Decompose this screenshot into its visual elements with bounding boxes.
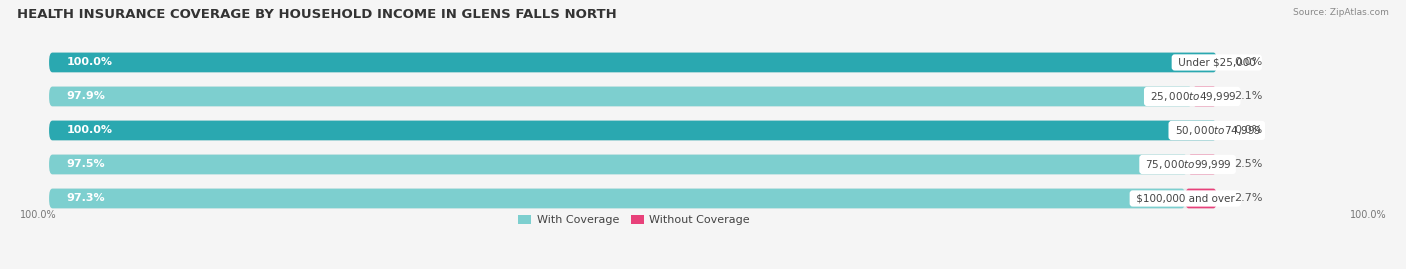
Text: 100.0%: 100.0% — [1350, 210, 1386, 220]
FancyBboxPatch shape — [49, 121, 1216, 140]
Text: Under $25,000: Under $25,000 — [1175, 58, 1258, 68]
Text: $50,000 to $74,999: $50,000 to $74,999 — [1171, 124, 1263, 137]
FancyBboxPatch shape — [1185, 189, 1216, 208]
Text: 100.0%: 100.0% — [20, 210, 56, 220]
Text: 97.5%: 97.5% — [66, 160, 105, 169]
Text: Source: ZipAtlas.com: Source: ZipAtlas.com — [1294, 8, 1389, 17]
FancyBboxPatch shape — [49, 53, 1216, 72]
Text: $100,000 and over: $100,000 and over — [1133, 193, 1237, 203]
Legend: With Coverage, Without Coverage: With Coverage, Without Coverage — [513, 210, 755, 229]
FancyBboxPatch shape — [49, 53, 1216, 72]
FancyBboxPatch shape — [1188, 155, 1216, 174]
FancyBboxPatch shape — [1192, 87, 1216, 106]
Text: 2.5%: 2.5% — [1234, 160, 1263, 169]
Text: $25,000 to $49,999: $25,000 to $49,999 — [1147, 90, 1237, 103]
Text: 0.0%: 0.0% — [1234, 58, 1263, 68]
Text: 2.1%: 2.1% — [1234, 91, 1263, 101]
Text: 100.0%: 100.0% — [66, 125, 112, 136]
Text: 100.0%: 100.0% — [66, 58, 112, 68]
Text: 0.0%: 0.0% — [1234, 125, 1263, 136]
FancyBboxPatch shape — [49, 87, 1216, 106]
FancyBboxPatch shape — [49, 189, 1185, 208]
FancyBboxPatch shape — [49, 155, 1216, 174]
Text: 97.9%: 97.9% — [66, 91, 105, 101]
FancyBboxPatch shape — [49, 121, 1216, 140]
Text: HEALTH INSURANCE COVERAGE BY HOUSEHOLD INCOME IN GLENS FALLS NORTH: HEALTH INSURANCE COVERAGE BY HOUSEHOLD I… — [17, 8, 617, 21]
FancyBboxPatch shape — [49, 155, 1188, 174]
Text: 97.3%: 97.3% — [66, 193, 105, 203]
Text: $75,000 to $99,999: $75,000 to $99,999 — [1143, 158, 1233, 171]
FancyBboxPatch shape — [49, 87, 1192, 106]
Text: 2.7%: 2.7% — [1234, 193, 1263, 203]
FancyBboxPatch shape — [49, 189, 1216, 208]
